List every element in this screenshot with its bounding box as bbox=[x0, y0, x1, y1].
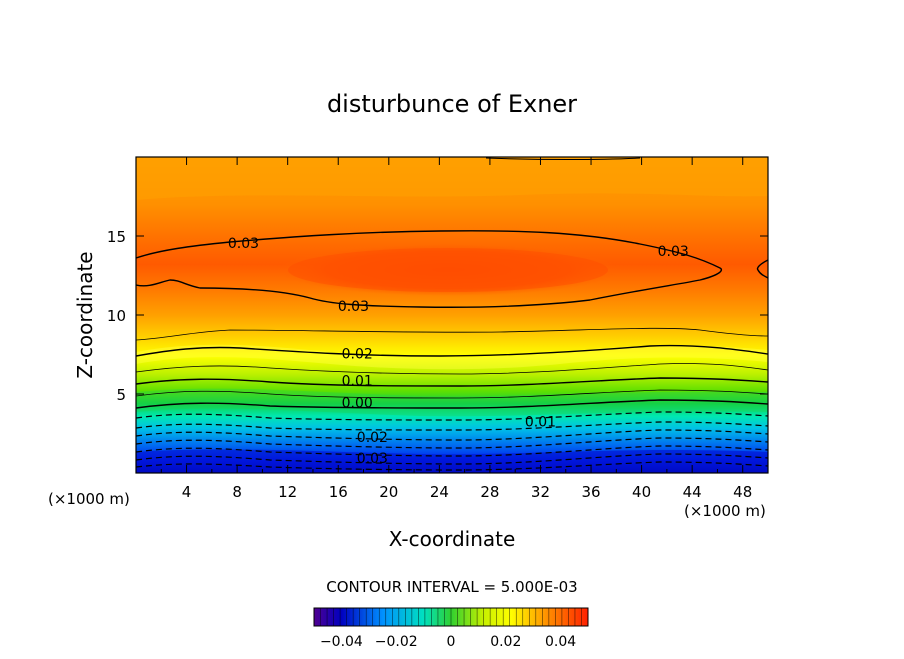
contour-interval-text: CONTOUR INTERVAL = 5.000E-03 bbox=[326, 578, 577, 596]
colorbar-tick-label: −0.04 bbox=[320, 634, 363, 650]
x-tick-label: 44 bbox=[683, 483, 702, 501]
contour-neg-0.005 bbox=[136, 411, 768, 421]
positive-contours bbox=[136, 230, 768, 409]
x-tick-label: 36 bbox=[581, 483, 600, 501]
colorbar-ticks: −0.04 −0.02 0 0.02 0.04 bbox=[320, 634, 576, 650]
y-tick-label: 10 bbox=[107, 307, 126, 325]
contour-neg-0.01 bbox=[136, 421, 768, 431]
y-axis-title: Z-coordinate bbox=[73, 251, 97, 378]
x-tick-label: 16 bbox=[329, 483, 348, 501]
colorbar-tick-label: −0.02 bbox=[375, 634, 418, 650]
contour-label: 0.00 bbox=[342, 395, 373, 411]
contour-0.005 bbox=[136, 389, 768, 399]
y-axis-ticks: 5 10 15 bbox=[107, 228, 768, 404]
x-tick-label: 28 bbox=[480, 483, 499, 501]
colorbar-stripes bbox=[320, 608, 582, 626]
negative-contours bbox=[136, 411, 768, 471]
contour-0.00 bbox=[136, 399, 768, 409]
contour-label: 0.03 bbox=[357, 451, 388, 467]
contour-label: 0.01 bbox=[342, 373, 373, 389]
contour-0.03-right bbox=[756, 259, 768, 279]
contour-neg-0.03 bbox=[136, 453, 768, 465]
contour-0.025 bbox=[136, 327, 768, 341]
colorbar-tick-label: 0.02 bbox=[490, 634, 521, 650]
contour-neg-0.02 bbox=[136, 437, 768, 449]
chart-title: disturbunce of Exner bbox=[327, 90, 577, 118]
contour-neg-0.025 bbox=[136, 445, 768, 457]
x-tick-label: 20 bbox=[379, 483, 398, 501]
contour-0.015 bbox=[136, 363, 768, 375]
x-tick-label: 32 bbox=[531, 483, 550, 501]
contour-0.01 bbox=[136, 377, 768, 387]
colorbar-tick-label: 0.04 bbox=[545, 634, 576, 650]
y-tick-label: 5 bbox=[116, 386, 126, 404]
contour-label: 0.02 bbox=[357, 430, 388, 446]
x-tick-label: 40 bbox=[632, 483, 651, 501]
contour-0.02 bbox=[136, 344, 768, 357]
contour-label: 0.03 bbox=[228, 236, 259, 252]
x-axis-ticks: 4 8 12 16 20 24 28 32 36 40 44 48 bbox=[160, 157, 752, 501]
band-orange-upper bbox=[136, 157, 768, 200]
contour-label: 0.03 bbox=[658, 244, 689, 260]
x-tick-label: 8 bbox=[232, 483, 242, 501]
contour-label: 0.03 bbox=[338, 299, 369, 315]
field-background bbox=[136, 157, 768, 473]
contour-label: 0.01 bbox=[525, 414, 556, 430]
x-tick-label: 24 bbox=[430, 483, 449, 501]
contour-neg-0.035 bbox=[136, 461, 768, 471]
colorbar-tick-label: 0 bbox=[447, 634, 456, 650]
contour-top bbox=[485, 157, 641, 160]
y-tick-label: 15 bbox=[107, 228, 126, 246]
contour-label: 0.02 bbox=[342, 347, 373, 363]
contour-labels: 0.03 0.03 0.03 0.02 0.01 0.00 0.01 0.02 0.03 bbox=[228, 236, 689, 467]
x-tick-label: 48 bbox=[733, 483, 752, 501]
x-tick-label: 4 bbox=[182, 483, 192, 501]
max-region-inner bbox=[288, 248, 608, 292]
contour-field bbox=[136, 157, 768, 473]
contour-0.03-upper bbox=[136, 230, 723, 308]
band-blue bbox=[136, 449, 768, 473]
x-tick-label: 12 bbox=[278, 483, 297, 501]
contour-neg-0.015 bbox=[136, 429, 768, 441]
x-axis-unit: (×1000 m) bbox=[684, 502, 766, 520]
y-axis-unit: (×1000 m) bbox=[48, 490, 130, 508]
x-axis-title: X-coordinate bbox=[389, 527, 516, 551]
